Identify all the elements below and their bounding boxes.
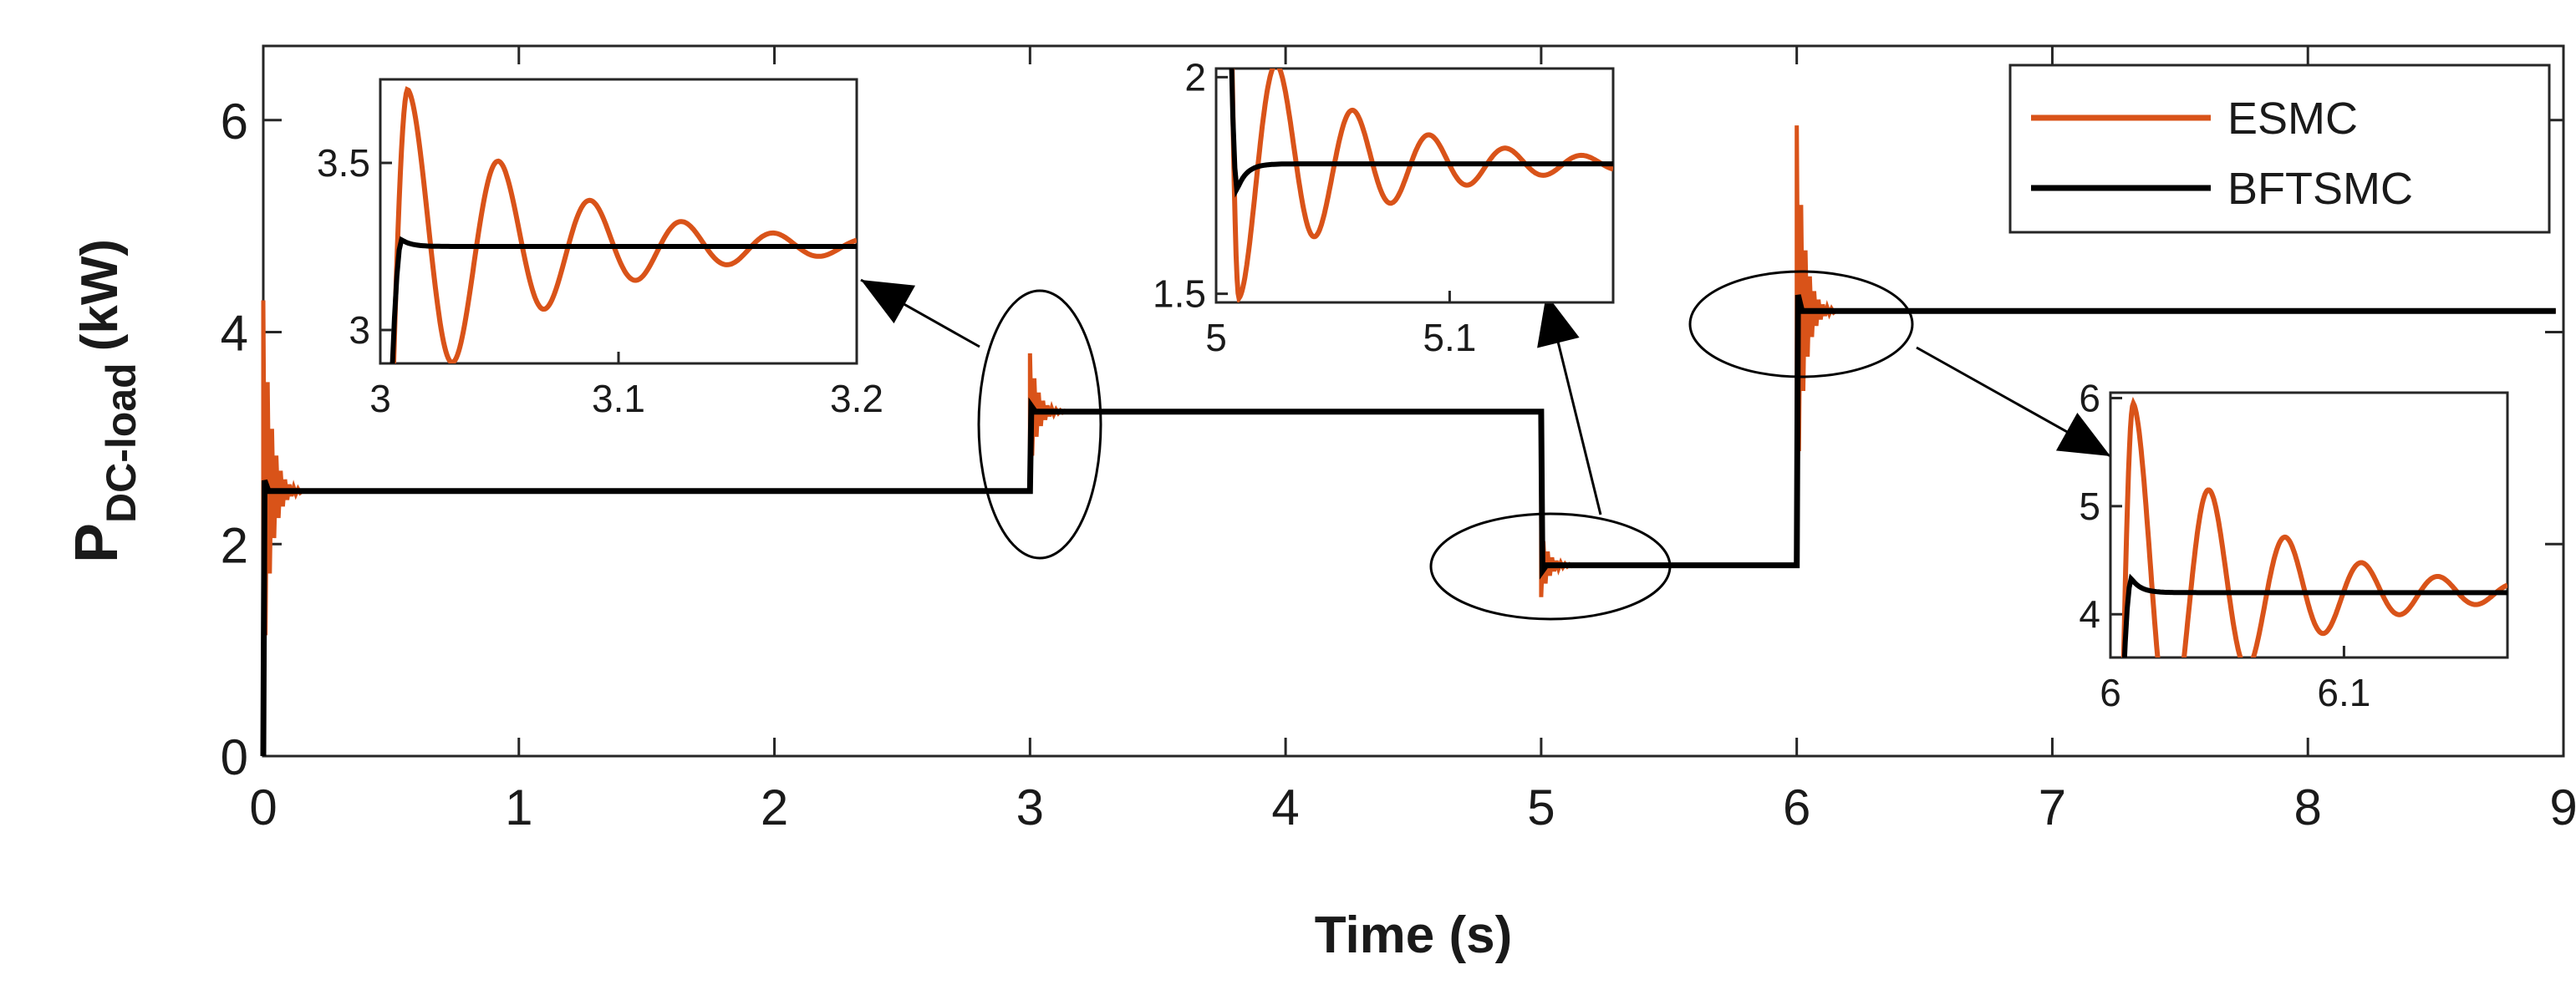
inset-series-bftsmc xyxy=(389,236,857,363)
inset-series-bftsmc xyxy=(2121,573,2507,658)
inset-x-tick-label: 3.2 xyxy=(830,377,883,420)
y-tick-label: 2 xyxy=(221,517,248,573)
inset-y-tick-label: 2 xyxy=(1184,55,1206,99)
zoom-arrows xyxy=(860,278,2111,515)
inset-lines xyxy=(389,86,857,363)
y-axis-label-unit: (kW) xyxy=(71,239,129,351)
x-tick-label: 2 xyxy=(761,779,788,835)
y-axis-label: PDC-load (kW) xyxy=(64,239,145,563)
inset-plot: 3 3.1 3.2 3 3.5 xyxy=(317,78,883,420)
y-tick-label: 6 xyxy=(221,94,248,150)
inset-plots: 3 3.1 3.2 3 3.5 5 5.1 1.5 2 6 6.1 4 5 6 xyxy=(317,55,2509,714)
x-axis-label: Time (s) xyxy=(1315,906,1513,964)
y-axis-label-symbol: P xyxy=(64,523,130,563)
inset-series-esmc xyxy=(1229,69,1613,302)
zoom-ellipse xyxy=(1429,512,1672,621)
x-tick-label: 6 xyxy=(1783,779,1810,835)
x-tick-label: 3 xyxy=(1016,779,1044,835)
inset-x-tick-label: 5 xyxy=(1205,316,1227,359)
series-line-bftsmc xyxy=(260,294,2556,757)
inset-x-tick-label: 6 xyxy=(2100,671,2121,714)
inset-frame xyxy=(2109,391,2509,659)
inset-x-tick-label: 3.1 xyxy=(592,377,645,420)
inset-y-tick-label: 3 xyxy=(349,308,370,352)
inset-frame xyxy=(1214,67,1615,304)
arrow-head xyxy=(861,280,916,324)
arrow-head xyxy=(2055,412,2110,456)
y-axis-label-subscript: DC-load xyxy=(98,363,145,523)
legend-label-esmc: ESMC xyxy=(2227,94,2358,144)
legend-box xyxy=(2008,63,2551,234)
y-axis-label-group: PDC-load (kW) xyxy=(64,239,145,563)
arrow-head xyxy=(1537,294,1580,348)
inset-series-esmc xyxy=(390,86,857,363)
y-tick-label: 4 xyxy=(221,306,248,362)
inset-x-tick-label: 6.1 xyxy=(2317,671,2370,714)
x-tick-label: 4 xyxy=(1271,779,1299,835)
y-tick-label: 0 xyxy=(221,729,248,785)
main-series-lines xyxy=(260,125,2556,757)
zoom-ellipse xyxy=(977,289,1102,560)
inset-y-tick-label: 4 xyxy=(2079,592,2100,636)
inset-y-tick-label: 5 xyxy=(2079,485,2100,528)
inset-y-tick-label: 6 xyxy=(2079,376,2100,419)
inset-plot: 6 6.1 4 5 6 xyxy=(2079,376,2509,714)
inset-series-bftsmc xyxy=(1229,69,1613,198)
x-tick-label: 8 xyxy=(2294,779,2322,835)
inset-lines xyxy=(1229,69,1613,302)
inset-frame xyxy=(379,78,858,365)
x-tick-label: 7 xyxy=(2039,779,2066,835)
inset-y-tick-label: 3.5 xyxy=(317,141,370,185)
x-tick-label: 0 xyxy=(249,779,277,835)
inset-lines xyxy=(2120,396,2507,658)
legend: ESMC BFTSMC xyxy=(2008,63,2551,234)
x-tick-label: 1 xyxy=(505,779,532,835)
x-tick-label: 5 xyxy=(1527,779,1555,835)
inset-y-tick-label: 1.5 xyxy=(1153,272,1206,316)
inset-plot: 5 5.1 1.5 2 xyxy=(1153,55,1615,359)
inset-x-tick-label: 3 xyxy=(369,377,391,420)
inset-x-tick-label: 5.1 xyxy=(1423,316,1476,359)
zoom-ellipse xyxy=(1688,270,1914,378)
x-tick-label: 9 xyxy=(2549,779,2576,835)
zoom-ellipses xyxy=(977,270,1914,621)
x-axis-label-group: Time (s) xyxy=(1315,906,1513,964)
legend-label-bftsmc: BFTSMC xyxy=(2227,164,2413,214)
inset-series-esmc xyxy=(2120,396,2507,658)
